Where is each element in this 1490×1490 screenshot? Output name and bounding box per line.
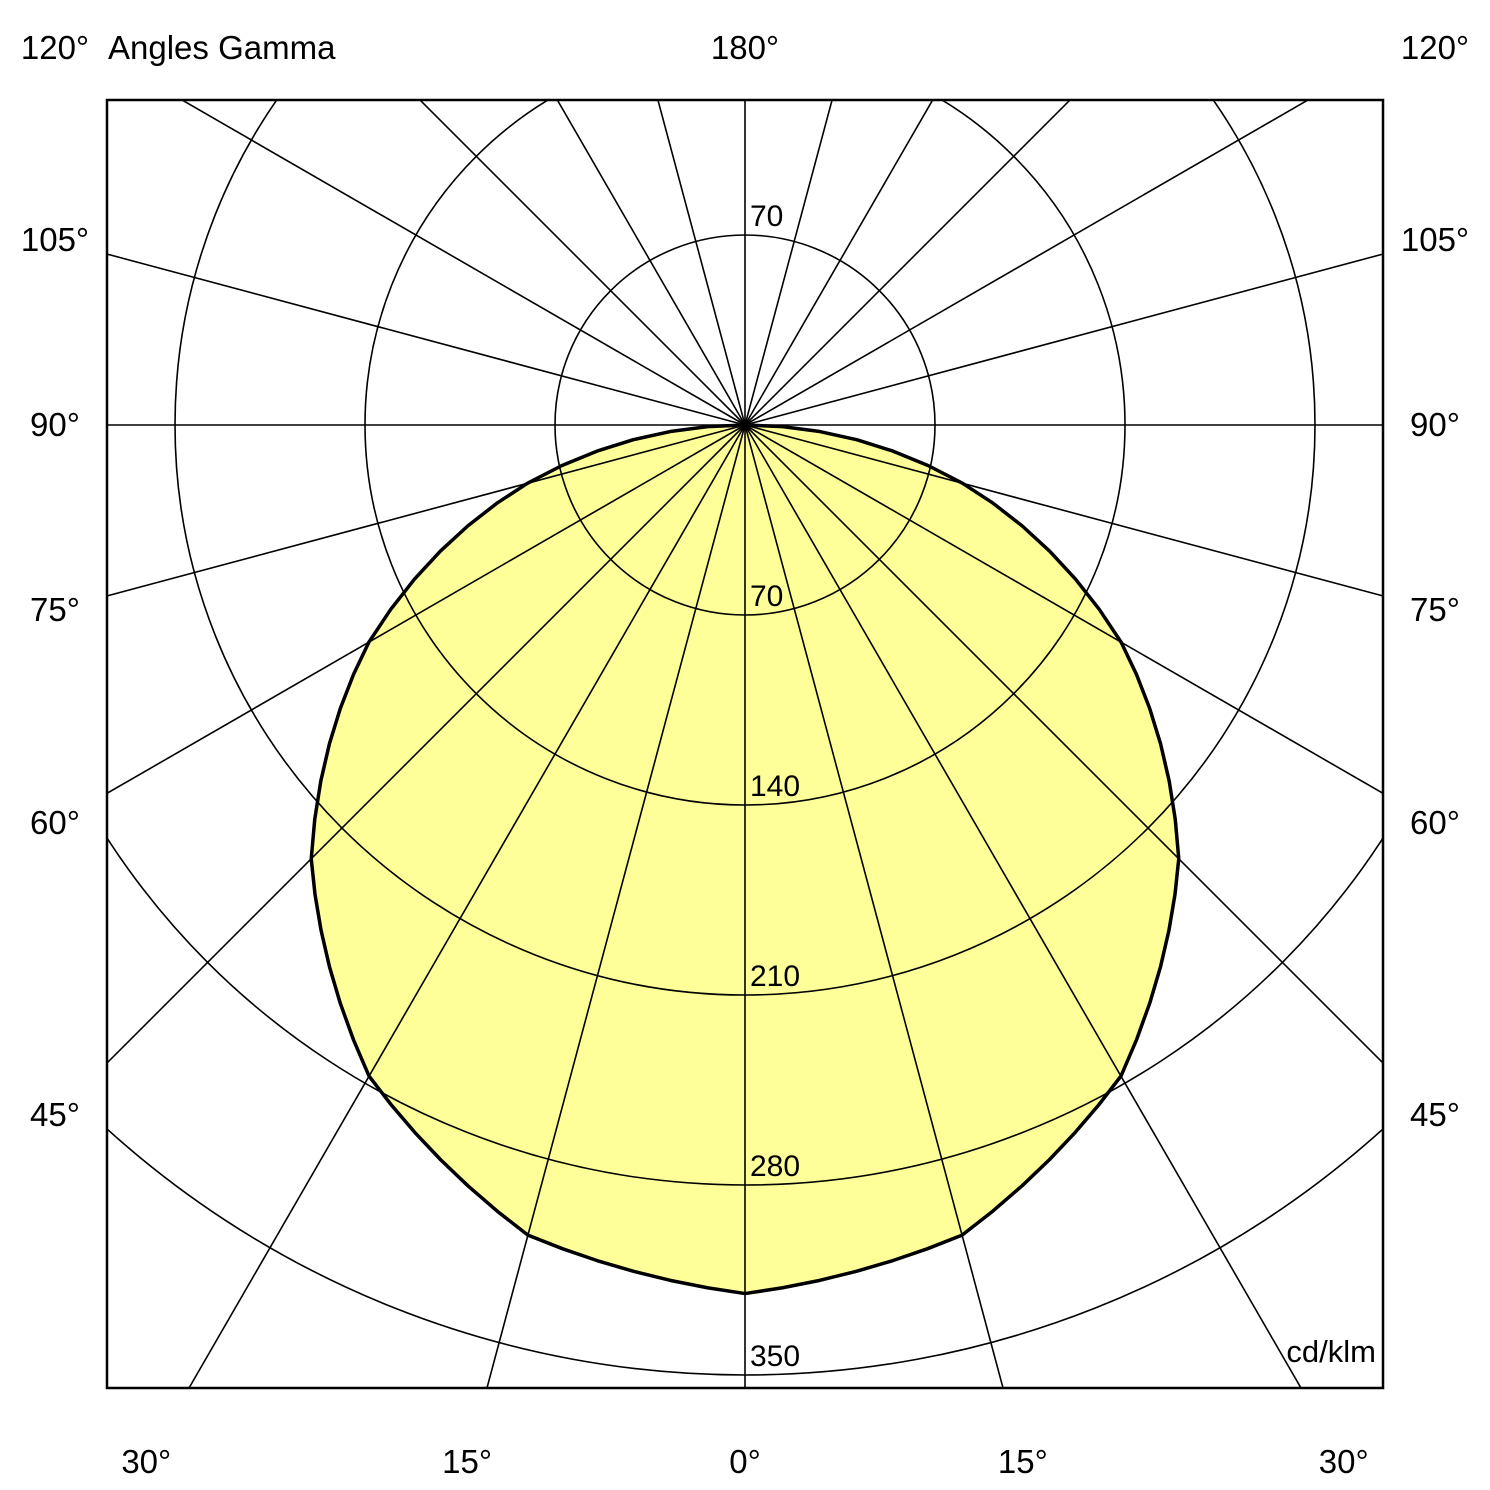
intensity-curve	[309, 423, 1181, 1296]
gamma-grid-ray	[744, 100, 833, 426]
gamma-label-right-105: 105°	[1400, 221, 1470, 259]
gamma-grid-ray	[486, 424, 746, 1388]
gamma-grid-ray	[744, 424, 1004, 1388]
gamma-grid-ray	[744, 424, 1383, 795]
unit-label: cd/klm	[1286, 1334, 1376, 1369]
gamma-label-bottom-0: 30°	[121, 1443, 172, 1480]
gamma-label-left-45: 45°	[30, 1096, 80, 1133]
gamma-grid-ray	[556, 100, 746, 426]
gamma-label-right-75: 75°	[1410, 590, 1460, 628]
gamma-label-left-105: 105°	[20, 221, 90, 259]
gamma-label-right-90: 90°	[1410, 406, 1460, 443]
top-angle-label: 180°	[710, 29, 780, 66]
chart-title: Angles Gamma	[108, 29, 336, 66]
intensity-curve-outline	[309, 423, 1181, 1296]
gamma-grid-ray	[744, 253, 1383, 426]
gamma-grid-ray	[657, 100, 746, 426]
gamma-grid-ray	[744, 424, 1383, 1065]
gamma-grid-ray	[744, 100, 934, 426]
gamma-grid-ray	[107, 424, 746, 795]
radial-tick-label: 350	[750, 1340, 800, 1373]
plot-frame	[105, 98, 1385, 1390]
gamma-label-left-90: 90°	[30, 406, 80, 443]
gamma-grid-ray	[107, 424, 746, 1065]
gamma-label-bottom-3: 15°	[997, 1443, 1048, 1480]
radial-tick-label: 140	[750, 770, 800, 803]
gamma-label-left-60: 60°	[30, 804, 80, 842]
gamma-grid-ray	[744, 100, 1310, 426]
gamma-grid-ray	[180, 100, 746, 426]
gamma-label-bottom-2: 0°	[729, 1443, 761, 1480]
radial-tick-label-upper: 70	[750, 200, 783, 233]
gamma-grid-ray	[107, 253, 746, 426]
radial-tick-labels: 70 70 140 210 280 350	[750, 200, 800, 1373]
gamma-label-left-75: 75°	[30, 590, 80, 628]
gamma-label-right-45: 45°	[1410, 1096, 1460, 1133]
gamma-label-right-120: 120°	[1400, 29, 1470, 66]
gamma-grid-ray	[744, 424, 1383, 597]
gamma-grid-ray	[744, 424, 1302, 1388]
gamma-label-right-60: 60°	[1410, 804, 1460, 842]
gamma-grid-ray	[188, 424, 746, 1388]
radial-tick-label: 210	[750, 960, 800, 993]
gamma-label-bottom-4: 30°	[1318, 1443, 1369, 1480]
gamma-grid-ray	[418, 100, 746, 426]
gamma-label-bottom-1: 15°	[442, 1443, 493, 1480]
radial-tick-label: 70	[750, 580, 783, 613]
gamma-grid-ray	[744, 100, 1072, 426]
radial-tick-label: 280	[750, 1150, 800, 1183]
gamma-grid-ray	[107, 424, 746, 597]
gamma-label-left-120: 120°	[20, 29, 90, 66]
